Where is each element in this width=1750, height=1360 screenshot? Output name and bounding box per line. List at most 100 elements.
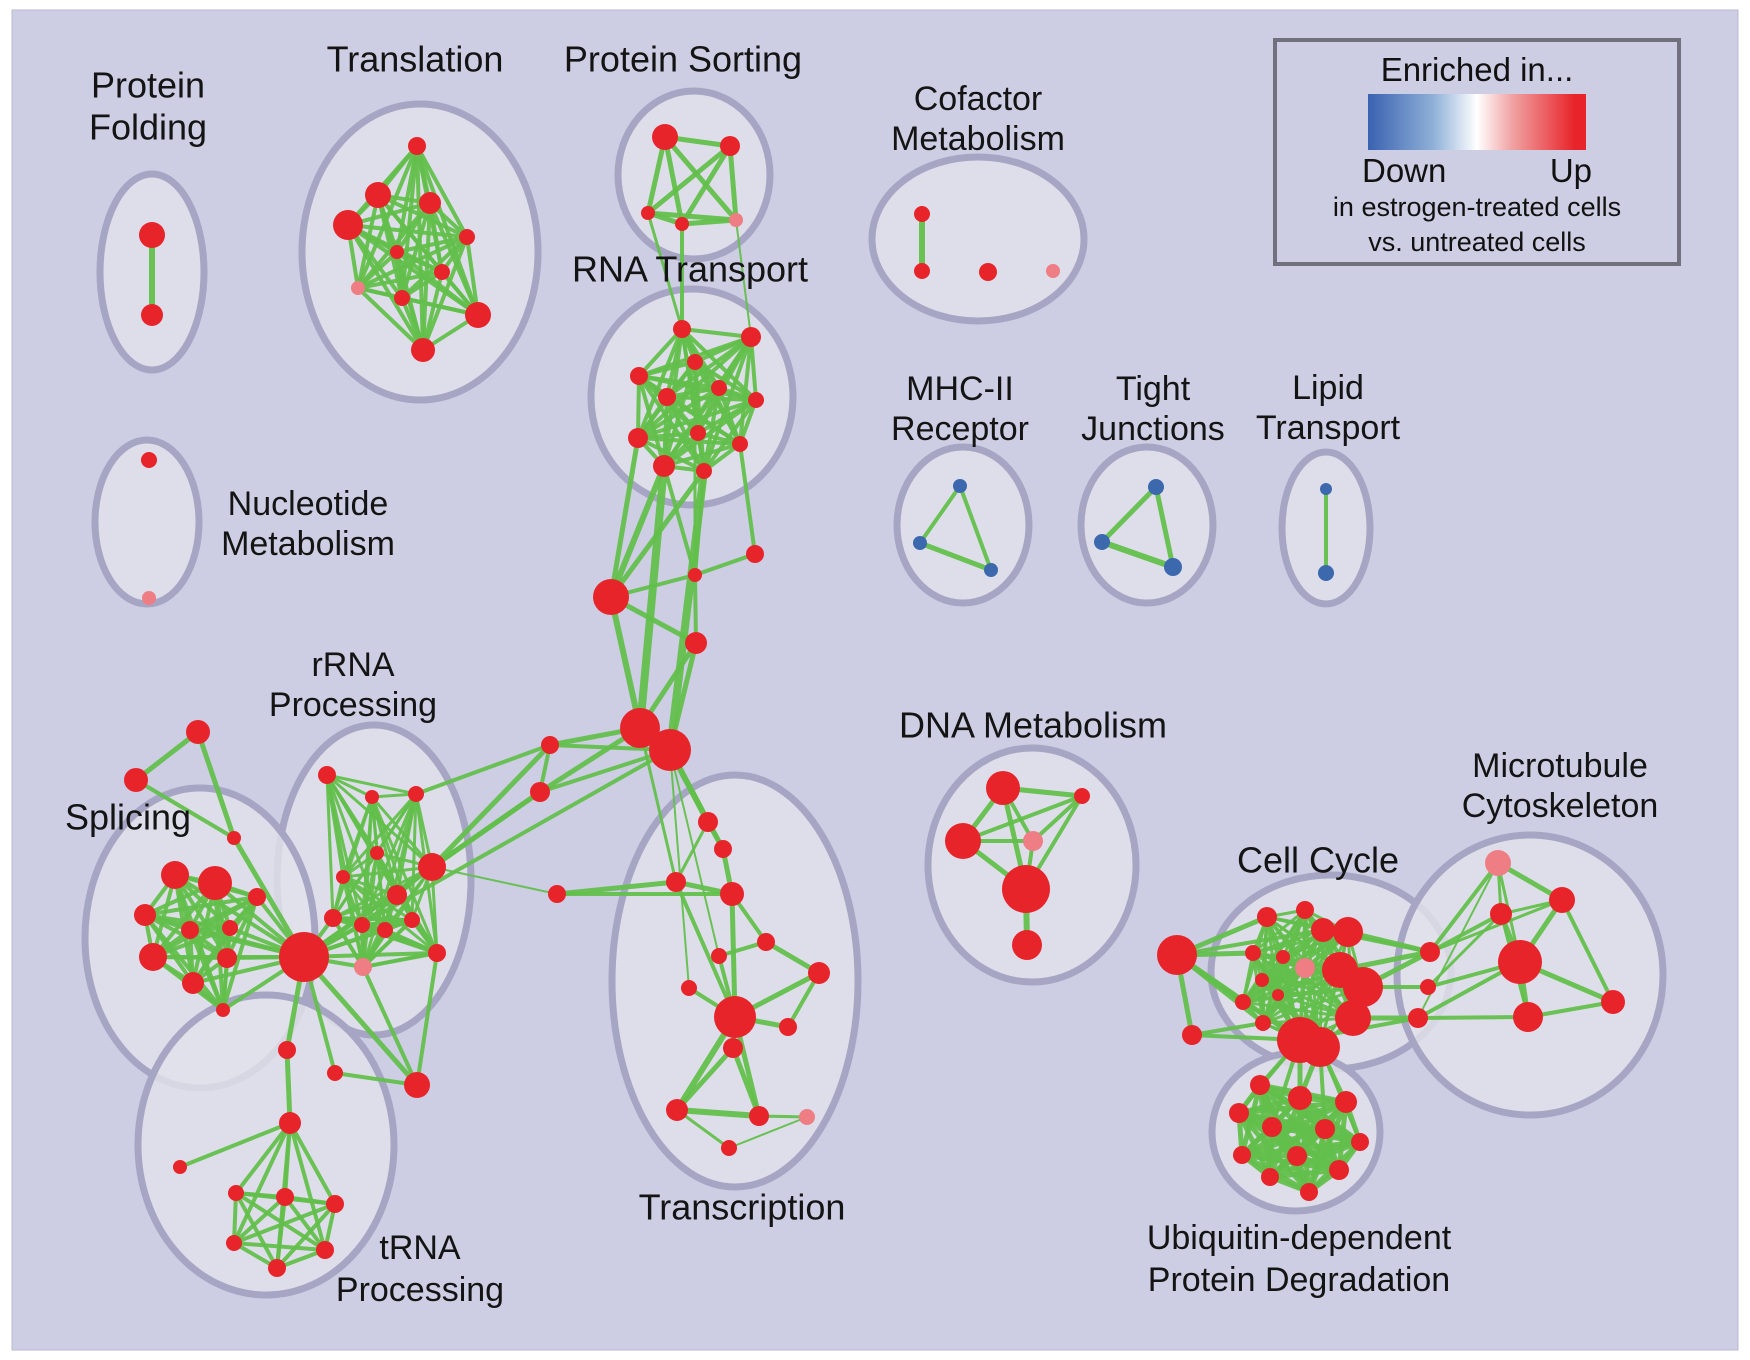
- network-edge: [333, 1071, 419, 1087]
- network-edge: [662, 442, 742, 468]
- cluster-label-transcription: Transcription: [639, 1187, 846, 1228]
- network-edge: [662, 386, 721, 468]
- gene-set-node: [365, 182, 391, 208]
- gene-set-node: [723, 1038, 743, 1058]
- network-edge: [356, 286, 425, 352]
- network-edge: [288, 1121, 337, 1206]
- gene-set-node: [161, 861, 189, 889]
- network-edge: [356, 144, 419, 290]
- network-edge: [370, 795, 434, 869]
- network-edge: [415, 951, 439, 1087]
- network-edge: [356, 270, 444, 290]
- network-edge: [178, 1121, 292, 1169]
- gene-set-node: [1315, 1119, 1335, 1139]
- cluster-label-tight-junctions: Junctions: [1081, 410, 1225, 448]
- gene-set-node: [404, 1072, 430, 1098]
- network-edge: [301, 954, 420, 1088]
- network-edge: [738, 335, 753, 446]
- gene-set-node: [1490, 903, 1512, 925]
- network-edge: [1153, 484, 1176, 570]
- network-edge: [410, 792, 418, 922]
- network-edge: [646, 211, 684, 331]
- gene-set-node: [182, 972, 204, 994]
- gene-set-node: [1235, 994, 1251, 1010]
- gene-set-node: [653, 455, 675, 477]
- network-edge: [1031, 794, 1084, 843]
- gene-set-node: [1335, 1091, 1357, 1113]
- cluster-label-nucleotide-metabolism: Metabolism: [221, 525, 395, 563]
- gene-set-node: [641, 206, 655, 220]
- gene-set-node: [1233, 1146, 1251, 1164]
- legend-subtitle: in estrogen-treated cells vs. untreated …: [1333, 190, 1621, 259]
- network-edge: [1241, 951, 1255, 1004]
- network-edge: [195, 729, 237, 841]
- network-edge: [702, 398, 758, 473]
- network-edge: [331, 865, 434, 920]
- gene-set-node: [248, 888, 266, 906]
- cluster-ellipse-dna-metabolism: [924, 744, 1140, 986]
- network-edge: [662, 134, 685, 227]
- gene-set-node: [1288, 1086, 1312, 1110]
- gene-set-node: [1318, 565, 1334, 581]
- cluster-label-lipid-transport: Lipid: [1292, 369, 1364, 407]
- network-edge: [234, 1191, 279, 1270]
- network-edge: [662, 464, 697, 577]
- gene-set-node: [984, 563, 998, 577]
- gene-set-node: [675, 217, 689, 231]
- gene-set-node: [979, 263, 997, 281]
- network-edge: [429, 742, 553, 870]
- gene-set-node: [673, 320, 691, 338]
- network-edge: [608, 594, 643, 731]
- network-edge: [375, 851, 387, 932]
- gene-set-node: [711, 948, 727, 964]
- gene-set-node: [354, 958, 372, 976]
- gene-set-node: [714, 840, 732, 858]
- network-edge: [637, 327, 684, 378]
- cluster-label-splicing: Splicing: [65, 797, 191, 838]
- gene-set-node: [1296, 901, 1314, 919]
- network-edge: [356, 193, 380, 290]
- gene-set-node: [714, 996, 756, 1038]
- network-edge: [1560, 898, 1615, 1004]
- cluster-ellipse-tight-junctions: [1077, 443, 1217, 607]
- gene-set-node: [696, 463, 712, 479]
- cluster-label-trna-processing: Processing: [336, 1271, 504, 1309]
- gene-set-node: [279, 1112, 301, 1134]
- gene-set-node: [1485, 850, 1511, 876]
- gene-set-node: [1351, 1133, 1369, 1151]
- gene-set-node: [228, 1185, 244, 1201]
- network-edge: [232, 1202, 337, 1245]
- gene-set-node: [370, 846, 384, 860]
- network-edge: [1099, 539, 1176, 570]
- cluster-label-ubiquitin-degradation: Ubiquitin-dependent: [1147, 1219, 1452, 1257]
- cluster-ellipse-mhc-ii-receptor: [893, 443, 1033, 607]
- gene-set-node: [227, 831, 241, 845]
- network-edge: [341, 865, 434, 879]
- gene-set-node: [630, 367, 648, 385]
- legend-up-label: Up: [1549, 152, 1592, 190]
- gene-set-node: [1329, 1160, 1349, 1180]
- gene-set-node: [1343, 967, 1383, 1007]
- network-edge: [234, 1121, 292, 1195]
- network-edge: [356, 201, 432, 290]
- cluster-label-mhc-ii-receptor: MHC-II: [906, 370, 1014, 408]
- network-edge: [674, 1107, 762, 1119]
- gene-set-node: [428, 944, 446, 962]
- network-edge: [421, 270, 444, 352]
- network-edge: [221, 895, 259, 1012]
- gene-set-node: [1311, 918, 1335, 942]
- cluster-label-cofactor-metabolism: Metabolism: [891, 120, 1065, 158]
- gene-set-node: [324, 909, 342, 927]
- network-edge: [415, 144, 469, 239]
- gene-set-node: [687, 354, 703, 370]
- network-edge: [702, 335, 753, 473]
- network-edge: [188, 928, 225, 1012]
- cluster-label-rrna-processing: rRNA: [311, 646, 394, 684]
- gene-set-node: [1012, 930, 1042, 960]
- network-edge: [662, 398, 758, 468]
- gene-set-node: [541, 736, 559, 754]
- gene-set-node: [720, 136, 740, 156]
- network-edge: [679, 217, 739, 227]
- gene-set-node: [530, 782, 550, 802]
